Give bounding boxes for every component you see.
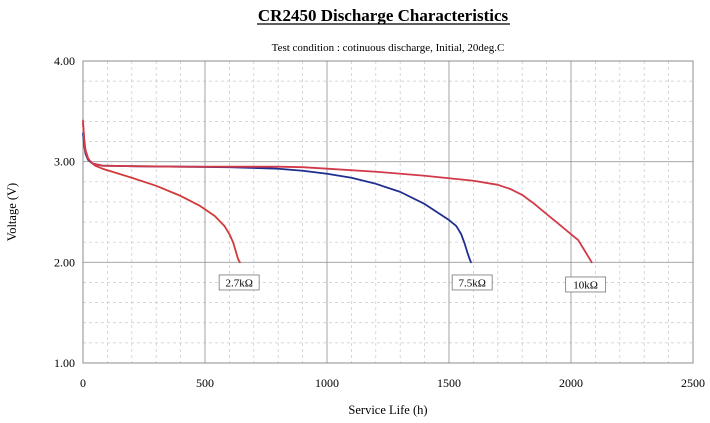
annotation-box-2 — [565, 276, 607, 293]
series-line-0 — [82, 122, 241, 264]
x-tick-label: 500 — [196, 376, 214, 390]
x-tick-label: 2500 — [681, 376, 705, 390]
y-axis-label: Voltage (V) — [5, 183, 19, 241]
x-tick-label: 1500 — [437, 376, 461, 390]
series-line-1 — [82, 132, 472, 264]
annotation-label-0: 2.7kΩ — [225, 277, 252, 289]
series-annotations: 2.7kΩ 7.5kΩ 10kΩ — [218, 274, 607, 293]
y-tick-label: 4.00 — [54, 54, 75, 68]
annotation-label-1: 7.5kΩ — [458, 277, 485, 289]
chart-title: CR2450 Discharge Characteristics — [258, 6, 509, 25]
x-axis-label: Service Life (h) — [348, 403, 427, 417]
series-line-2 — [82, 119, 593, 264]
y-tick-label: 1.00 — [54, 356, 75, 370]
annotation-label-2: 10kΩ — [573, 279, 598, 291]
x-tick-label: 2000 — [559, 376, 583, 390]
plot-frame — [82, 60, 694, 364]
grid — [83, 61, 693, 363]
y-tick-label: 2.00 — [54, 255, 75, 269]
annotation-box-1 — [451, 274, 493, 291]
annotation-box-0 — [218, 274, 260, 291]
chart-subtitle: Test condition : cotinuous discharge, In… — [272, 42, 505, 54]
y-tick-label: 3.00 — [54, 155, 75, 169]
series-lines — [82, 119, 593, 264]
x-tick-label: 0 — [80, 376, 86, 390]
x-tick-label: 1000 — [315, 376, 339, 390]
tick-labels: 0 500 1000 1500 2000 2500 1.00 2.00 3.00 4.00 — [54, 54, 705, 390]
